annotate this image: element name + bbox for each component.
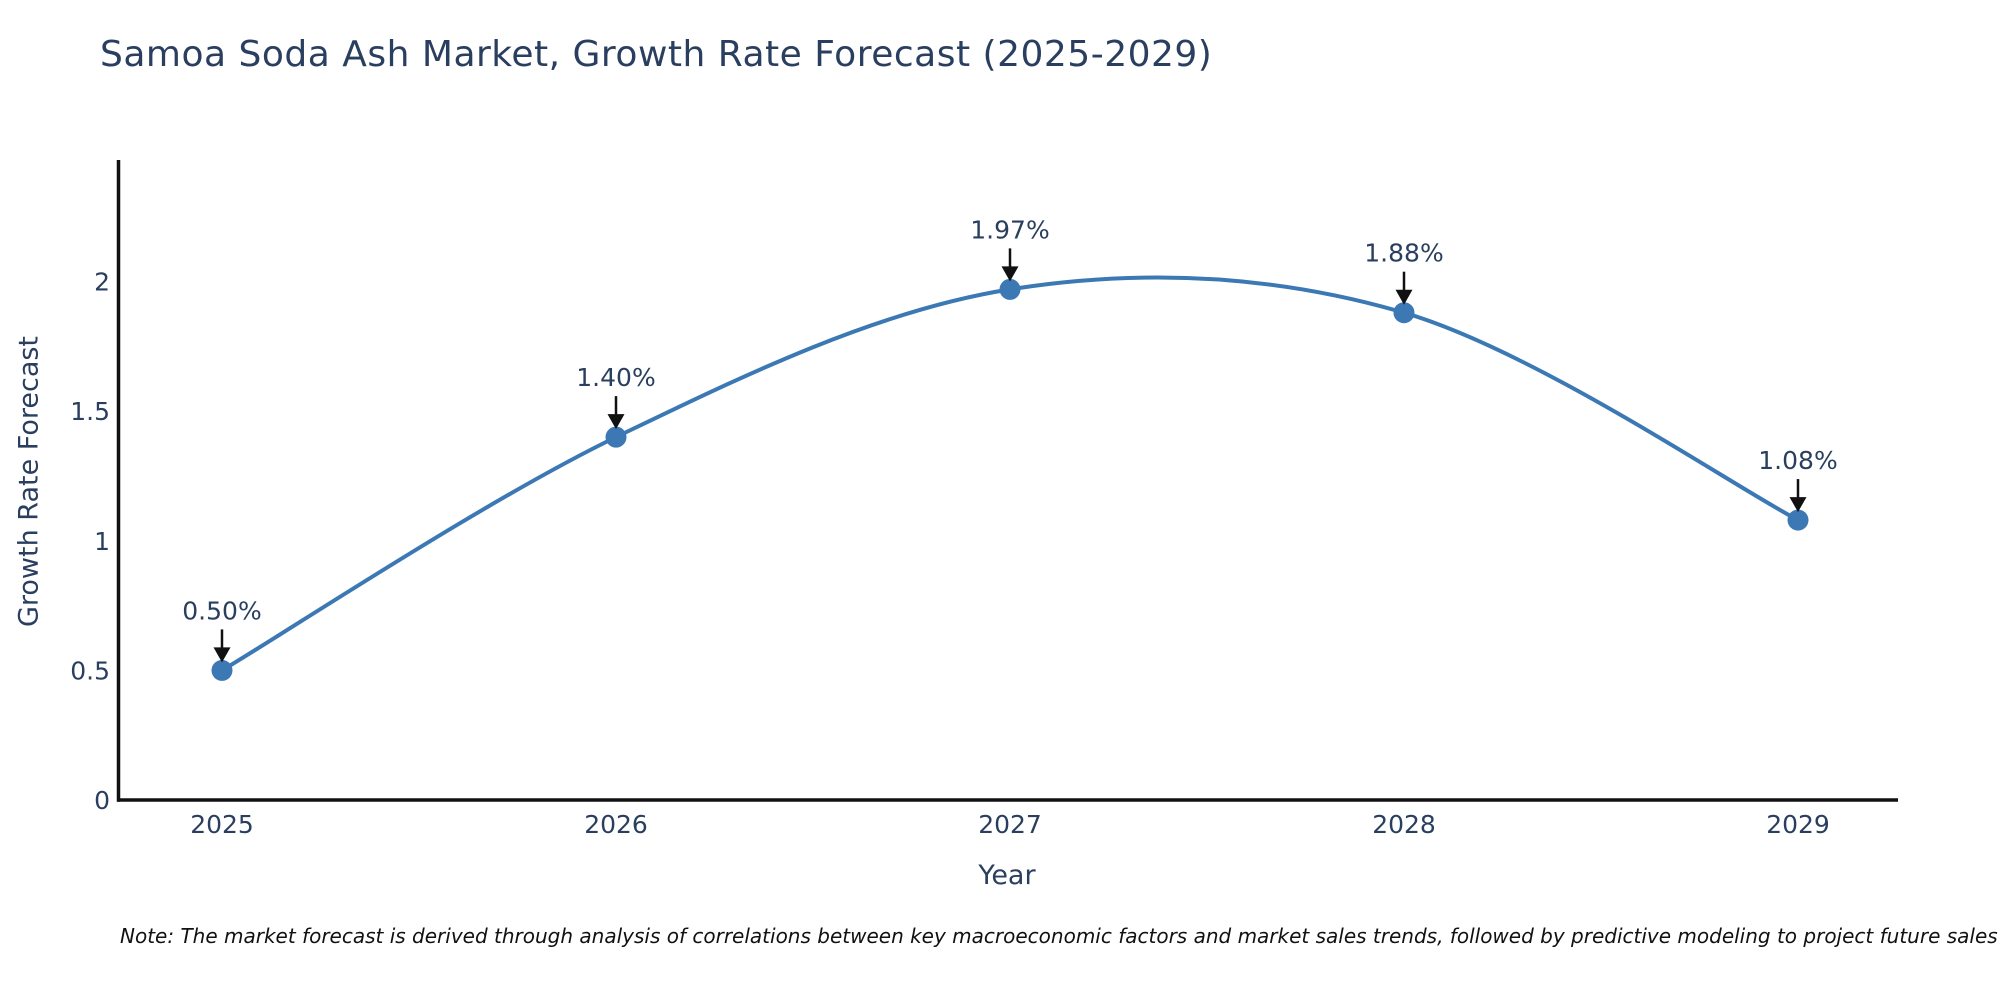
annotation-arrowhead-icon bbox=[1001, 266, 1019, 282]
y-axis-title: Growth Rate Forecast bbox=[13, 335, 45, 628]
data-point-marker bbox=[999, 278, 1021, 300]
x-tick-label: 2029 bbox=[1766, 810, 1830, 839]
data-point-label: 1.40% bbox=[576, 363, 655, 392]
data-point-marker bbox=[211, 659, 233, 681]
data-point-label: 1.08% bbox=[1758, 446, 1837, 475]
x-tick-label: 2028 bbox=[1372, 810, 1436, 839]
data-point-label: 0.50% bbox=[182, 596, 261, 625]
annotation-arrowhead-icon bbox=[607, 414, 625, 430]
y-tick-label: 0.5 bbox=[70, 656, 110, 685]
y-tick-label: 2 bbox=[94, 268, 110, 297]
chart-title: Samoa Soda Ash Market, Growth Rate Forec… bbox=[100, 34, 1213, 75]
x-axis-title: Year bbox=[978, 860, 1036, 891]
y-tick-label: 1 bbox=[94, 527, 110, 556]
annotation-arrowhead-icon bbox=[1789, 497, 1807, 513]
data-point-marker bbox=[1787, 509, 1809, 531]
x-tick-label: 2025 bbox=[190, 810, 254, 839]
x-tick-label: 2027 bbox=[978, 810, 1042, 839]
forecast-line bbox=[220, 275, 1800, 673]
data-point-label: 1.97% bbox=[970, 215, 1049, 244]
data-point-label: 1.88% bbox=[1364, 239, 1443, 268]
x-tick-label: 2026 bbox=[584, 810, 648, 839]
y-tick-label: 0 bbox=[94, 786, 110, 815]
data-point-marker bbox=[1393, 302, 1415, 324]
data-point-marker bbox=[605, 426, 627, 448]
footnote: Note: The market forecast is derived thr… bbox=[120, 924, 1998, 948]
y-tick-label: 1.5 bbox=[70, 397, 110, 426]
annotation-arrowhead-icon bbox=[1395, 289, 1413, 305]
annotation-arrowhead-icon bbox=[213, 647, 231, 663]
